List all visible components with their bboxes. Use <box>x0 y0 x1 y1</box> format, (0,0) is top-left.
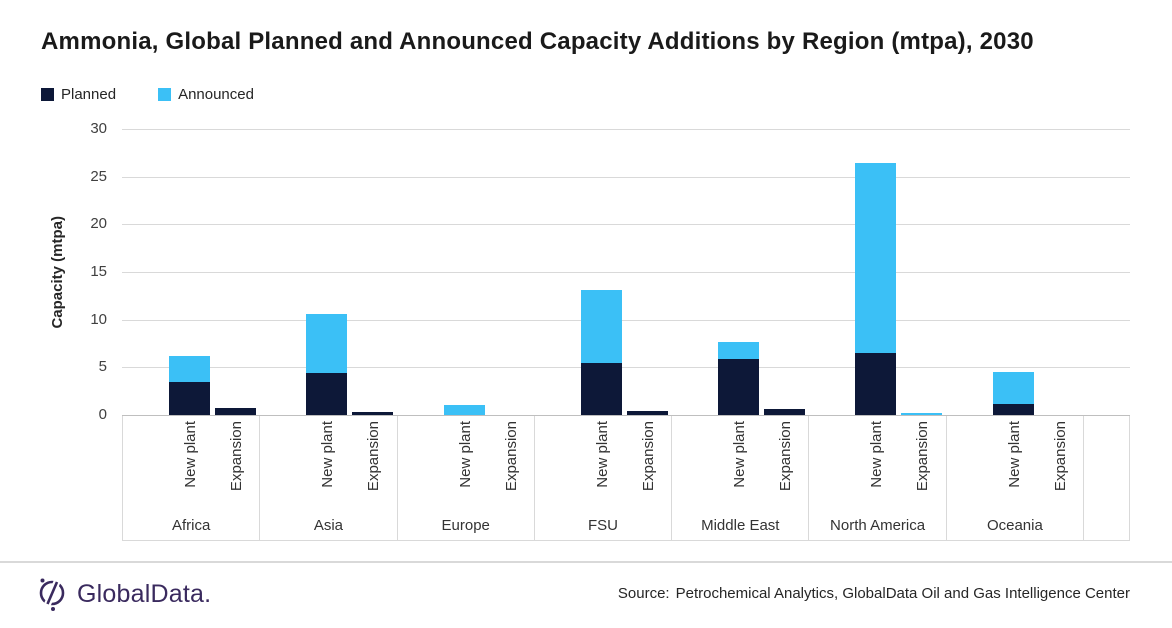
x-sublabel-new-plant: New plant <box>319 421 337 488</box>
axis-cell-middle-east: New plant Expansion Middle East <box>672 416 810 540</box>
bar-segment-planned <box>626 411 668 415</box>
region-label-africa: Africa <box>171 517 211 534</box>
source-text: Petrochemical Analytics, GlobalData Oil … <box>675 585 1130 602</box>
gridline-15 <box>122 272 1130 273</box>
x-axis-area: New plant Expansion Africa New plant Expansi… <box>122 416 1130 541</box>
chart-legend: Planned Announced <box>41 86 254 103</box>
x-sublabel-expansion: Expansion <box>777 421 795 492</box>
x-sublabel-new-plant: New plant <box>1005 421 1023 488</box>
bar-segment-planned <box>580 362 622 415</box>
bar-asia-new-plant <box>306 313 348 415</box>
bar-segment-announced <box>169 355 210 382</box>
bar-north-america-expansion <box>901 413 943 415</box>
y-tick-label-30: 30 <box>90 120 107 137</box>
bar-segment-planned <box>169 381 210 415</box>
region-label-asia: Asia <box>313 517 344 534</box>
region-label-middle-east: Middle East <box>701 517 780 534</box>
bar-segment-announced <box>855 163 897 354</box>
bar-segment-announced <box>443 404 485 415</box>
legend-swatch <box>41 88 54 101</box>
bar-segment-announced <box>992 372 1034 404</box>
bar-segment-announced <box>580 290 622 363</box>
legend-item-announced: Announced <box>158 86 254 103</box>
axis-cell-empty <box>1084 416 1130 540</box>
globaldata-logo: GlobalData. <box>36 576 211 612</box>
bar-north-america-new-plant <box>855 163 897 415</box>
bar-segment-announced <box>901 413 943 415</box>
gridline-20 <box>122 224 1130 226</box>
bar-segment-announced <box>306 313 348 374</box>
region-label-fsu: FSU <box>588 517 618 534</box>
bar-segment-planned <box>306 373 348 415</box>
footer-divider <box>0 561 1172 563</box>
x-sublabel-new-plant: New plant <box>593 421 611 488</box>
bar-africa-expansion <box>215 408 256 415</box>
axis-cell-africa: New plant Expansion Africa <box>123 416 261 540</box>
region-label-north-america: North America <box>830 517 926 534</box>
globaldata-logo-text: GlobalData. <box>77 579 212 608</box>
gridline-30 <box>122 129 1130 130</box>
y-tick-label-10: 10 <box>90 310 107 328</box>
x-sublabel-new-plant: New plant <box>182 421 199 488</box>
x-sublabel-expansion: Expansion <box>1051 421 1069 492</box>
bar-asia-expansion <box>352 412 394 415</box>
bar-segment-planned <box>215 408 256 415</box>
gridline-10 <box>122 319 1130 321</box>
x-sublabel-expansion: Expansion <box>228 421 245 492</box>
axis-cell-oceania: New plant Expansion Oceania <box>947 416 1085 540</box>
y-tick-label-20: 20 <box>90 215 107 233</box>
bar-middle-east-expansion <box>764 409 806 415</box>
y-tick-label-25: 25 <box>90 167 107 185</box>
gridline-25 <box>122 176 1130 178</box>
x-sublabel-new-plant: New plant <box>456 421 474 488</box>
x-sublabel-new-plant: New plant <box>868 421 886 488</box>
bar-fsu-expansion <box>626 411 668 415</box>
x-sublabel-new-plant: New plant <box>731 421 749 488</box>
bar-europe-new-plant <box>443 404 485 415</box>
region-label-europe: Europe <box>441 517 490 534</box>
bar-middle-east-new-plant <box>718 341 760 415</box>
chart-title: Ammonia, Global Planned and Announced Ca… <box>41 28 1034 55</box>
x-sublabel-expansion: Expansion <box>502 421 520 492</box>
bar-africa-new-plant <box>169 355 210 415</box>
bar-segment-planned <box>764 409 806 415</box>
x-sublabel-expansion: Expansion <box>639 421 657 492</box>
axis-cell-asia: New plant Expansion Asia <box>260 416 398 540</box>
x-sublabel-expansion: Expansion <box>365 421 383 492</box>
x-sublabel-expansion: Expansion <box>914 421 932 492</box>
axis-cell-fsu: New plant Expansion FSU <box>535 416 673 540</box>
plot-area <box>122 129 1130 416</box>
bar-segment-planned <box>718 358 760 415</box>
bar-segment-planned <box>855 353 897 415</box>
axis-cell-europe: New plant Expansion Europe <box>398 416 535 540</box>
bar-segment-planned <box>992 403 1034 415</box>
axis-cell-north-america: New plant Expansion North America <box>809 416 947 540</box>
bar-oceania-new-plant <box>992 372 1034 415</box>
bar-segment-planned <box>352 412 394 415</box>
source-line: Source: Petrochemical Analytics, GlobalDa… <box>618 585 1130 602</box>
source-label: Source: <box>617 585 670 602</box>
y-tick-label-15: 15 <box>90 263 107 280</box>
legend-label: Announced <box>178 86 254 103</box>
y-tick-label-0: 0 <box>98 406 107 423</box>
gridline-5 <box>122 367 1130 369</box>
region-label-oceania: Oceania <box>986 517 1043 534</box>
globaldata-logo-icon <box>39 578 65 611</box>
bar-segment-announced <box>718 341 760 359</box>
bar-fsu-new-plant <box>580 290 622 415</box>
legend-swatch <box>158 88 172 101</box>
y-tick-label-5: 5 <box>98 358 107 376</box>
legend-label: Planned <box>61 86 117 103</box>
legend-item-planned: Planned <box>41 86 116 103</box>
